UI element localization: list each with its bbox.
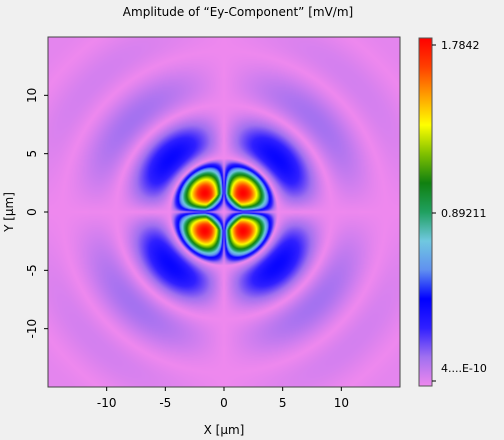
x-tick-label: -5 (159, 396, 171, 410)
colorbar-max-label: 1.7842 (441, 39, 480, 52)
chart-title: Amplitude of “Ey-Component” [mV/m] (123, 5, 353, 19)
x-tick-label: -10 (97, 396, 117, 410)
y-axis: 10 5 0 -5 -10 (25, 88, 48, 339)
colorbar-min-label: 4....E-10 (441, 362, 487, 375)
heatmap-image (48, 37, 400, 387)
colorbar-mid-label: 0.89211 (441, 207, 487, 220)
x-tick-label: 0 (220, 396, 228, 410)
heatmap-plot-area[interactable] (47, 36, 401, 388)
x-tick-label: 5 (279, 396, 287, 410)
y-tick-label: -5 (25, 264, 39, 276)
x-axis-label: X [µm] (204, 423, 245, 437)
colorbar: 1.7842 0.89211 4....E-10 (418, 37, 487, 387)
y-tick-label: 0 (25, 208, 39, 216)
y-axis-label: Y [µm] (2, 192, 16, 233)
y-tick-label: -10 (25, 319, 39, 339)
y-tick-label: 5 (25, 150, 39, 158)
y-tick-label: 10 (25, 88, 39, 103)
colorbar-gradient (418, 37, 433, 387)
x-axis: -10 -5 0 5 10 (97, 387, 349, 410)
x-tick-label: 10 (334, 396, 349, 410)
